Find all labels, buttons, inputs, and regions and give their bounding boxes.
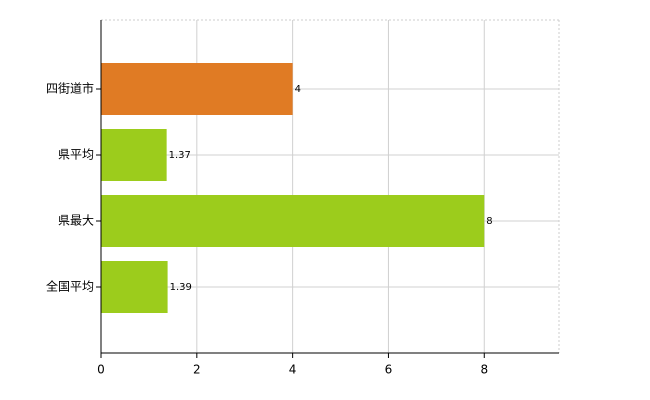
x-tick-label: 4 xyxy=(289,363,297,377)
y-tick-label: 全国平均 xyxy=(46,279,94,294)
bar xyxy=(101,129,167,181)
value-label: 4 xyxy=(295,84,301,95)
x-tick-label: 2 xyxy=(193,363,201,377)
value-label: 8 xyxy=(486,216,492,227)
bar xyxy=(101,195,485,247)
x-tick-label: 6 xyxy=(385,363,393,377)
y-tick-label: 四街道市 xyxy=(46,81,94,96)
x-tick-label: 0 xyxy=(97,363,105,377)
value-label: 1.37 xyxy=(169,150,191,161)
value-label: 1.39 xyxy=(170,282,192,293)
y-tick-label: 県最大 xyxy=(58,214,94,228)
bar xyxy=(101,63,293,115)
x-tick-label: 8 xyxy=(480,363,488,377)
y-tick-label: 県平均 xyxy=(58,148,94,162)
bar xyxy=(101,261,168,313)
